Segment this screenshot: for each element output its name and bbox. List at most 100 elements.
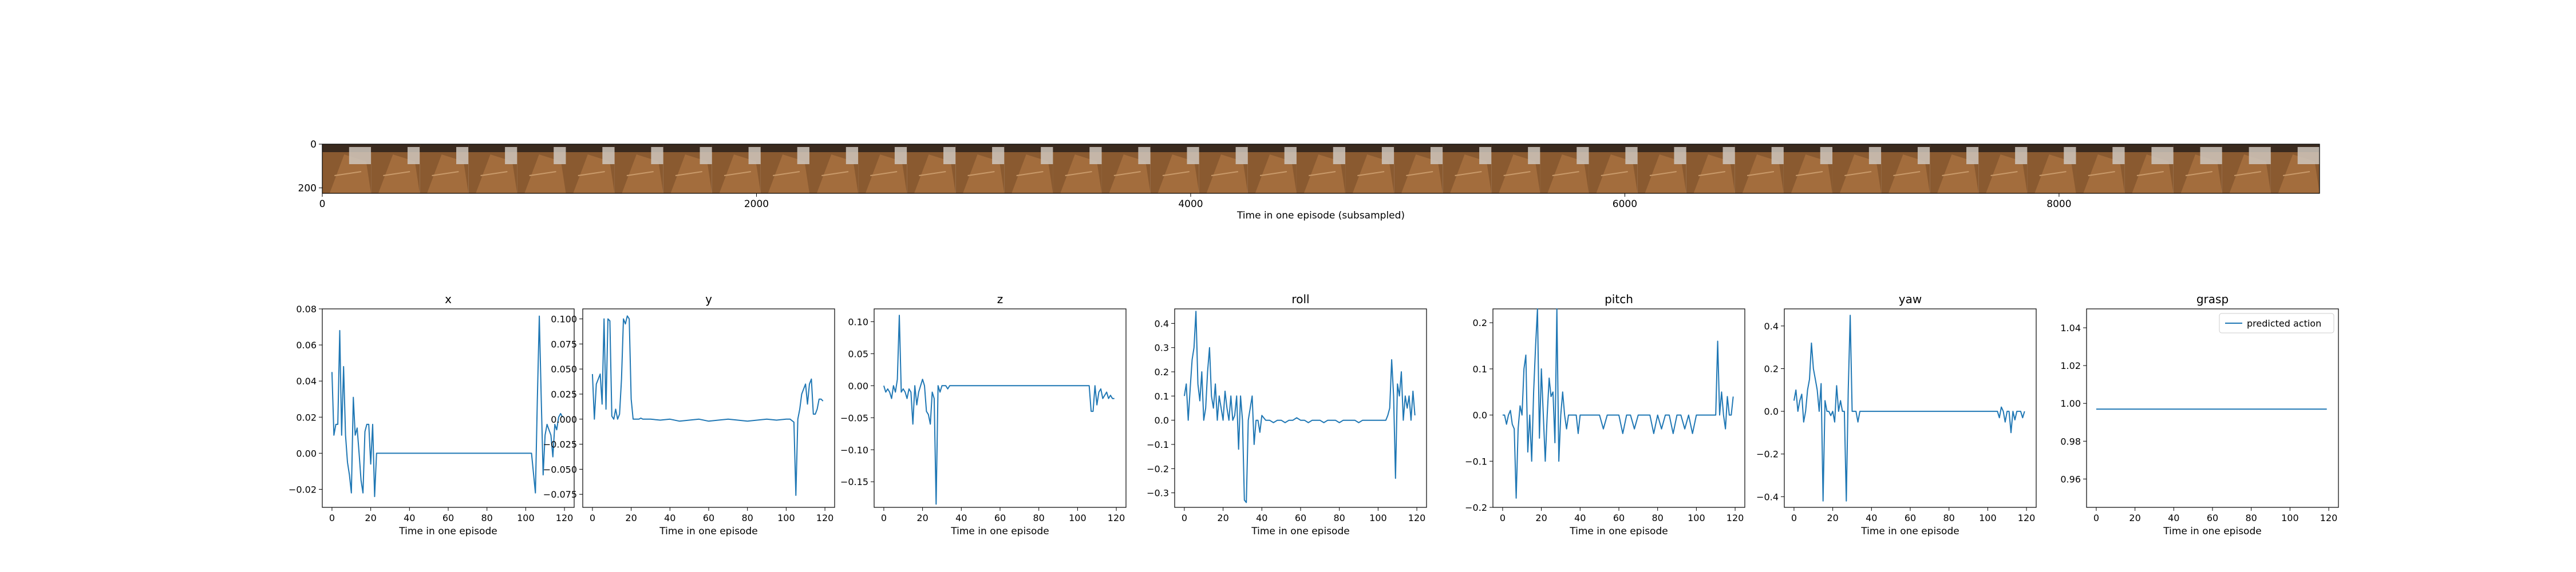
strip-x-tick-label: 0 xyxy=(319,198,326,210)
x-tick-label: 120 xyxy=(2018,513,2036,523)
frame-edge-line xyxy=(821,171,849,176)
episode-frame xyxy=(1832,144,1882,193)
plot-frame xyxy=(582,308,835,508)
frame-highlight xyxy=(554,147,566,164)
x-tick-label: 0 xyxy=(2093,513,2099,523)
episode-frame xyxy=(2076,144,2125,193)
y-tick-label: −0.1 xyxy=(1465,456,1487,467)
y-tick-label: 0.06 xyxy=(296,340,317,351)
episode-frame xyxy=(1637,144,1686,193)
x-tick-label: 40 xyxy=(1866,513,1877,523)
frame-top-edge xyxy=(566,144,615,152)
frame-highlight xyxy=(1966,147,1979,164)
x-tick-label: 20 xyxy=(625,513,637,523)
frame-highlight xyxy=(797,147,809,164)
y-tick-label: 0.0 xyxy=(1764,406,1779,417)
x-tick-label: 100 xyxy=(1369,513,1387,523)
plot-frame xyxy=(1174,308,1427,508)
frame-edge-line xyxy=(334,171,362,176)
plot-roll: roll 0 20 40 60 80 100 120 −0.3 −0.2 −0.1 0.0 0.1 0.2… xyxy=(1147,292,1427,537)
episode-frame xyxy=(322,144,372,193)
x-tick-label: 60 xyxy=(994,513,1006,523)
episode-frame xyxy=(1783,144,1833,193)
episode-frame xyxy=(566,144,615,193)
episode-frame xyxy=(1053,144,1102,193)
x-tick-label: 100 xyxy=(777,513,795,523)
x-tick-label: 120 xyxy=(556,513,574,523)
frame-highlight xyxy=(1187,147,1199,164)
frame-edge-line xyxy=(2185,171,2212,176)
x-tick-label: 40 xyxy=(2168,513,2179,523)
x-tick-label: 60 xyxy=(1905,513,1916,523)
frame-edge-line xyxy=(1406,171,1433,176)
frame-highlight xyxy=(456,147,469,164)
frame-highlight xyxy=(992,147,1005,164)
frame-highlight xyxy=(2015,147,2028,164)
plot-title: z xyxy=(997,292,1003,306)
episode-frame xyxy=(809,144,859,193)
y-tick-label: −0.2 xyxy=(1756,449,1779,460)
y-tick-label: −0.2 xyxy=(1465,502,1487,513)
plot-grasp: grasp 0 20 40 60 80 100 120 0.96 0.98 1.00 1.02 1.04… xyxy=(2060,292,2339,537)
frame-edge-line xyxy=(919,171,946,176)
frame-highlight xyxy=(1771,147,1784,164)
frame-edge-line xyxy=(1211,171,1238,176)
frame-highlight xyxy=(505,147,517,164)
series-line xyxy=(1502,308,1734,499)
episode-frame xyxy=(1247,144,1297,193)
y-tick-label: 0.0 xyxy=(1473,410,1487,421)
strip-x-tick-label: 6000 xyxy=(1613,198,1637,210)
x-tick-label: 0 xyxy=(329,513,335,523)
x-tick-label: 60 xyxy=(1613,513,1625,523)
episode-frame xyxy=(2222,144,2271,193)
frame-highlight xyxy=(2297,147,2320,164)
x-tick-label: 100 xyxy=(1979,513,1997,523)
frame-top-edge xyxy=(371,144,420,152)
frame-highlight xyxy=(602,147,615,164)
y-tick-label: 0.2 xyxy=(1473,317,1487,328)
plot-title: x xyxy=(445,292,452,306)
y-tick-label: 0.2 xyxy=(1764,363,1779,374)
frame-edge-line xyxy=(1309,171,1336,176)
episode-frame xyxy=(1199,144,1248,193)
y-tick-label: 0.025 xyxy=(551,389,577,400)
image-strip-xlabel: Time in one episode (subsampled) xyxy=(1236,210,1405,221)
frame-edge-line xyxy=(626,171,654,176)
frame-highlight xyxy=(1820,147,1833,164)
x-tick-label: 20 xyxy=(2129,513,2140,523)
frame-highlight xyxy=(1917,147,1930,164)
episode-frame xyxy=(1978,144,2028,193)
y-tick-label: 0.4 xyxy=(1155,318,1169,329)
frame-edge-line xyxy=(2283,171,2310,176)
x-axis-label: Time in one episode xyxy=(1569,526,1668,537)
frame-edge-line xyxy=(1942,171,1969,176)
episode-frame xyxy=(1443,144,1492,193)
strip-y-tick-label: 0 xyxy=(310,139,317,150)
frame-edge-line xyxy=(1455,171,1482,176)
series-line xyxy=(1183,311,1416,503)
strip-y-tick-label: 200 xyxy=(298,182,317,194)
episode-frame xyxy=(1296,144,1346,193)
frame-highlight xyxy=(407,147,420,164)
y-tick-label: 0.10 xyxy=(848,316,868,327)
frame-highlight xyxy=(1479,147,1492,164)
x-tick-label: 60 xyxy=(703,513,714,523)
x-tick-label: 20 xyxy=(1217,513,1228,523)
plot-z: z 0 20 40 60 80 100 120 −0.15 −0.10 −0.05 0.00 0.05 0… xyxy=(840,292,1127,537)
legend-box xyxy=(2219,313,2334,333)
y-tick-label: 0.0 xyxy=(1155,415,1169,426)
frame-highlight xyxy=(1089,147,1102,164)
y-tick-label: 0.04 xyxy=(296,376,317,387)
y-tick-label: −0.2 xyxy=(1147,463,1169,474)
episode-frame xyxy=(2173,144,2222,193)
series-line xyxy=(883,315,1115,505)
y-tick-label: 0.08 xyxy=(296,304,317,315)
plot-yaw: yaw 0 20 40 60 80 100 120 −0.4 −0.2 0.0 0.2 0.4 Time … xyxy=(1756,292,2037,537)
episode-frame xyxy=(2270,144,2320,193)
episode-frame xyxy=(907,144,956,193)
frame-edge-line xyxy=(1893,171,1921,176)
x-tick-label: 120 xyxy=(2320,513,2338,523)
